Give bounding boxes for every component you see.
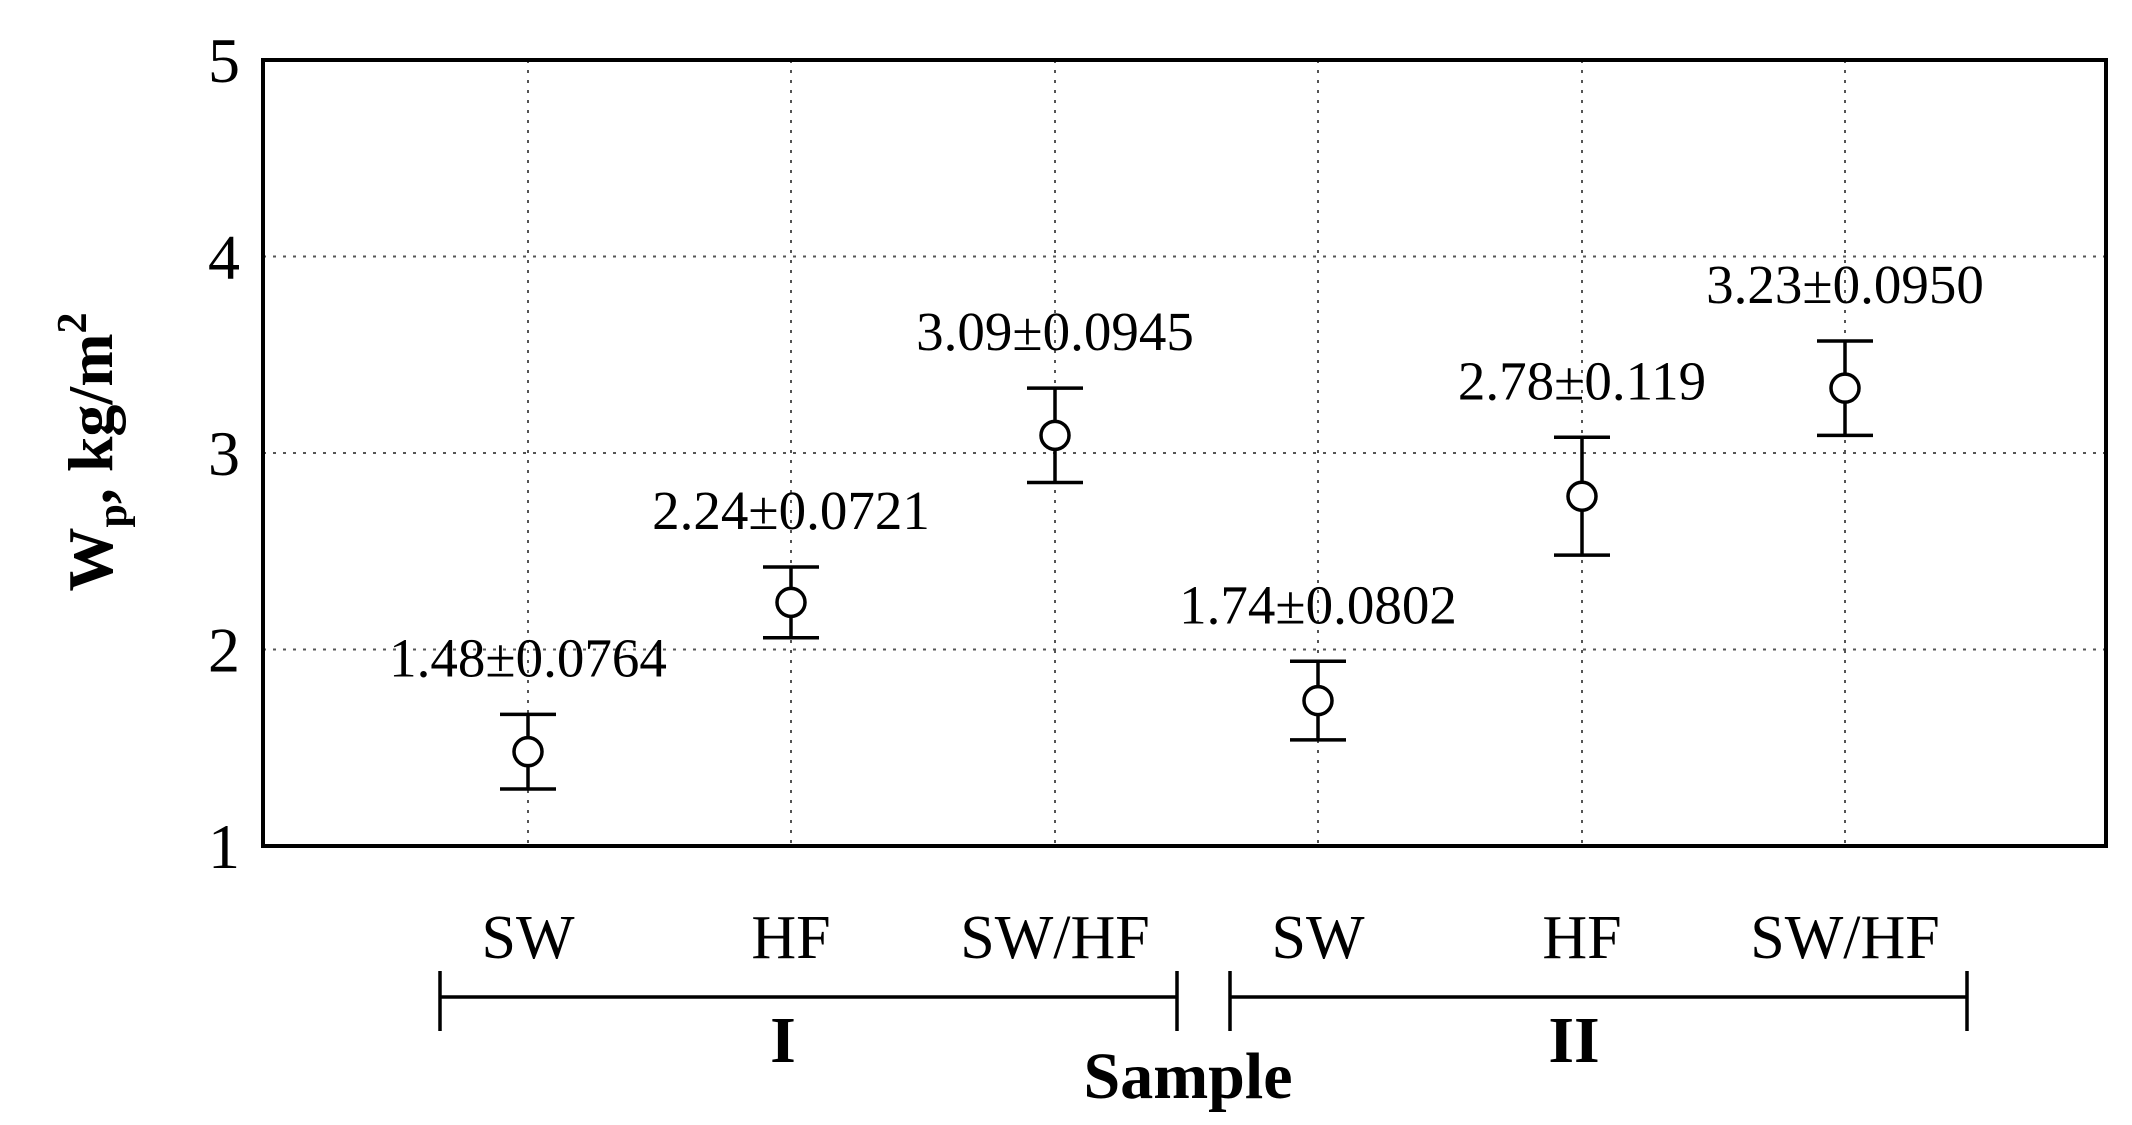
data-point — [1039, 419, 1071, 452]
group-label: I — [770, 1004, 796, 1077]
category-label: SW/HF — [1750, 904, 1939, 972]
data-labels: 1.48±0.0764 2.24±0.0721 3.09±0.0945 1.74±0.… — [389, 254, 1984, 688]
y-axis-title-rest: , kg/m — [55, 333, 126, 504]
data-point — [775, 586, 807, 619]
y-ticks: 1 2 3 4 5 — [208, 25, 240, 882]
y-tick-label: 4 — [208, 222, 240, 293]
data-point — [1829, 372, 1861, 404]
y-axis-title-main: W — [55, 528, 126, 592]
category-label: HF — [1542, 904, 1621, 972]
data-label: 3.23±0.0950 — [1706, 254, 1984, 315]
data-point — [512, 735, 544, 768]
grid-lines — [263, 60, 2106, 846]
category-label: HF — [751, 904, 830, 972]
category-label: SW — [1272, 904, 1365, 972]
y-tick-label: 5 — [208, 25, 240, 96]
data-label: 2.78±0.119 — [1458, 350, 1706, 411]
data-point — [1302, 684, 1334, 717]
group-brackets: I II — [438, 971, 1969, 1077]
y-tick-label: 2 — [208, 615, 240, 686]
category-labels: SW HF SW/HF SW HF SW/HF — [482, 904, 1940, 972]
data-label: 2.24±0.0721 — [652, 480, 930, 541]
y-axis-title: Wp, kg/m2 — [50, 312, 136, 591]
y-tick-label: 3 — [208, 418, 240, 489]
data-label: 1.48±0.0764 — [389, 627, 667, 688]
category-label: SW — [482, 904, 575, 972]
data-point — [1566, 480, 1598, 512]
category-label: SW/HF — [960, 904, 1149, 972]
group-label: II — [1548, 1004, 1599, 1077]
x-axis-title: Sample — [1083, 1040, 1292, 1113]
y-tick-label: 1 — [208, 811, 240, 882]
data-label: 1.74±0.0802 — [1179, 574, 1457, 635]
y-axis-title-superscript: 2 — [50, 312, 96, 333]
data-label: 3.09±0.0945 — [916, 301, 1194, 362]
data-points — [500, 339, 1873, 791]
plot-frame — [261, 58, 2108, 848]
y-axis-title-subscript: p — [90, 504, 136, 527]
